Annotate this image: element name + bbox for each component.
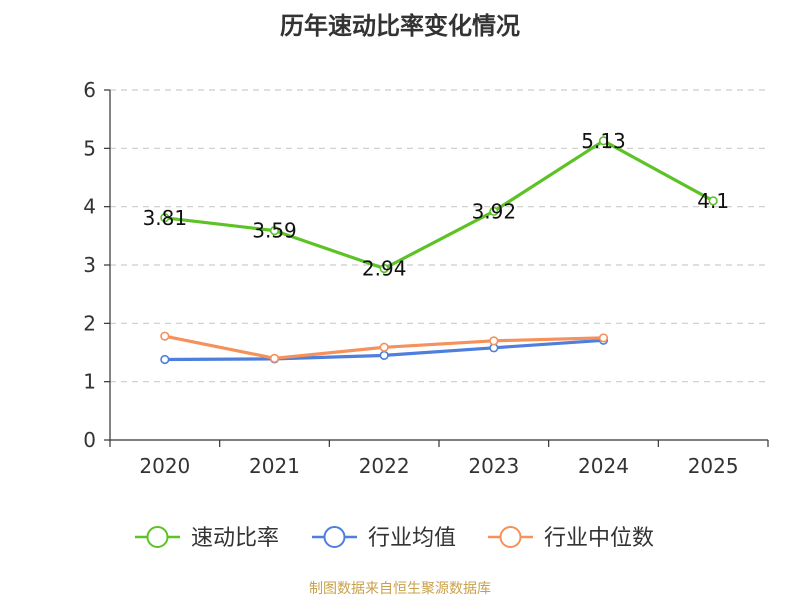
x-tick-label: 2024 (578, 454, 629, 478)
legend-label: 行业中位数 (544, 526, 654, 551)
x-tick-label: 2020 (139, 454, 190, 478)
series-lines (160, 136, 718, 365)
legend: 速动比率 行业均值 行业中位数 (135, 526, 654, 551)
legend-marker (323, 526, 346, 548)
data-point (379, 350, 389, 361)
data-point (708, 196, 718, 206)
source-note: 制图数据来自恒生聚源数据库 (309, 581, 491, 597)
data-label: 3.81 (143, 206, 188, 230)
data-point (269, 225, 280, 236)
data-point (379, 263, 389, 274)
series-line (164, 139, 714, 271)
data-point (160, 331, 170, 341)
data-point (598, 333, 609, 343)
data-point (160, 354, 170, 365)
data-point (489, 206, 499, 216)
legend-label: 速动比率 (191, 526, 279, 551)
y-tick-label: 0 (83, 428, 96, 452)
data-label: 5.13 (581, 129, 626, 153)
x-tick-label: 2025 (688, 454, 739, 478)
legend-label: 行业均值 (368, 526, 456, 551)
data-label: 3.92 (472, 199, 517, 223)
y-tick-label: 1 (83, 370, 96, 394)
data-point (489, 336, 499, 346)
legend-marker (499, 526, 522, 548)
data-label: 4.1 (697, 189, 729, 213)
data-point (379, 342, 389, 352)
axes: 0 1 2 3 4 5 6 2020 2021 2022 2023 2024 2025 (83, 78, 769, 478)
data-labels: 3.81 3.59 2.94 3.92 5.13 4.1 (143, 129, 730, 281)
x-tick-label: 2023 (468, 454, 519, 478)
data-label: 2.94 (362, 257, 407, 281)
y-tick-label: 6 (83, 78, 96, 102)
legend-marker (146, 526, 169, 548)
y-tick-label: 3 (83, 253, 96, 277)
chart-title: 历年速动比率变化情况 (280, 12, 520, 40)
data-point (269, 353, 280, 363)
y-tick-label: 2 (83, 311, 96, 335)
data-label: 3.59 (252, 219, 297, 243)
grid-lines (110, 89, 768, 383)
data-point (160, 213, 170, 223)
data-point (598, 136, 609, 146)
x-tick-label: 2021 (249, 454, 300, 478)
x-tick-label: 2022 (359, 454, 410, 478)
y-tick-label: 5 (83, 136, 96, 160)
y-tick-label: 4 (83, 195, 96, 219)
